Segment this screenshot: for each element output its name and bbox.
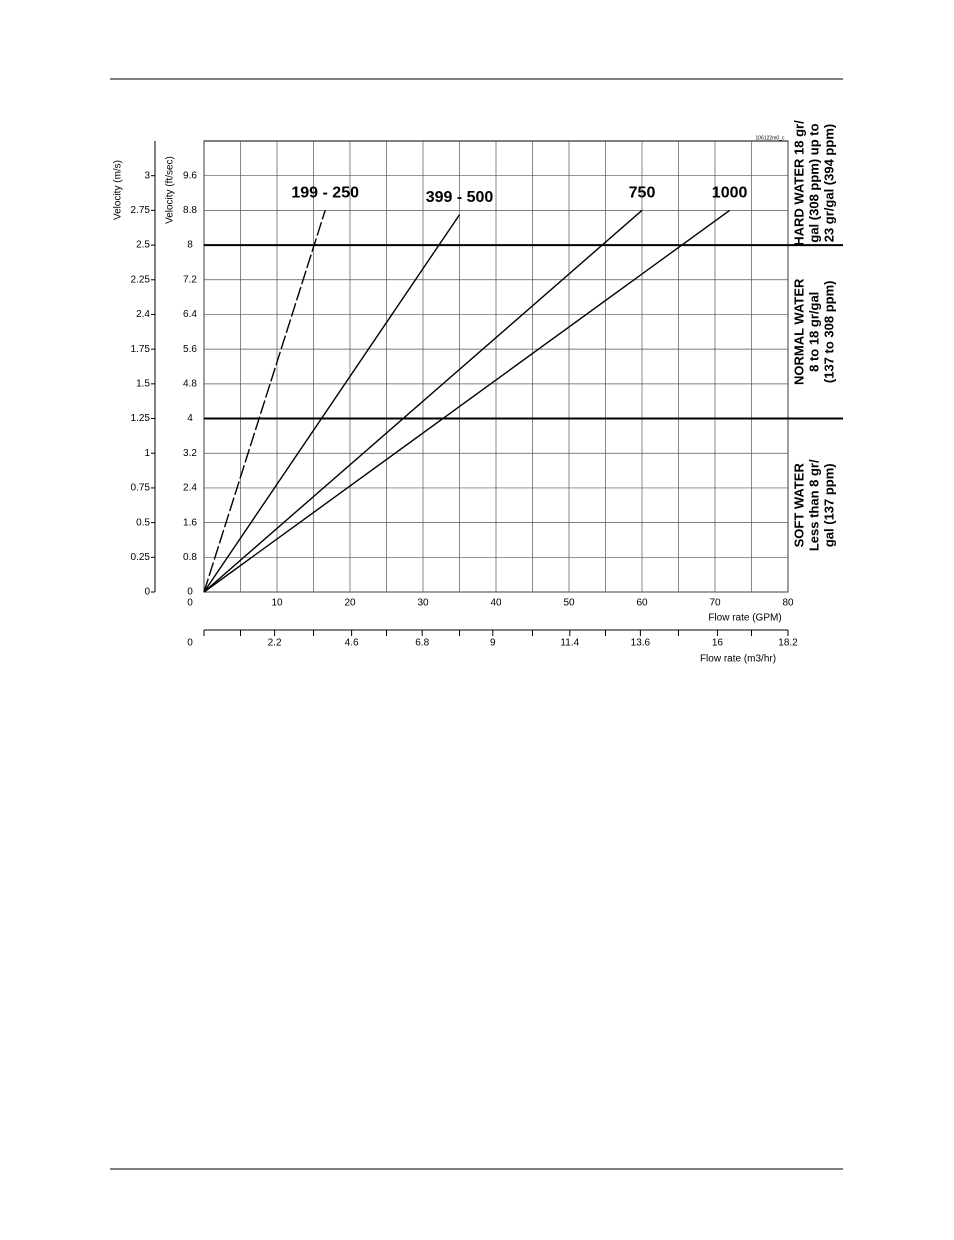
y-tick-label: 0 — [187, 587, 193, 598]
y2-axis-label: Velocity (m/s) — [113, 160, 124, 220]
y2-tick-label: 1.25 — [131, 413, 151, 424]
y2-tick-label: 0.75 — [131, 483, 151, 494]
line — [203, 209, 643, 593]
y-tick-label: 3.2 — [183, 448, 197, 459]
y2-tick-label: 2.75 — [131, 205, 151, 216]
y2-tick-label: 1 — [144, 448, 150, 459]
y2-tick-label: 2.4 — [136, 309, 150, 320]
line — [203, 210, 326, 593]
series-label: 399 - 500 — [426, 189, 494, 206]
y-tick-label: 4 — [187, 413, 193, 424]
zone-label: 23 gr/gal (394 ppm) — [821, 124, 836, 242]
y-tick-label: 5.6 — [183, 344, 197, 355]
y-axis-label: Velocity (ft/sec) — [165, 156, 176, 224]
x2-tick-label: 16 — [712, 638, 724, 649]
zone-label: HARD WATER 18 gr/ — [791, 120, 806, 246]
y2-tick-label: 1.5 — [136, 378, 150, 389]
x2-tick-label: 0 — [187, 638, 193, 649]
x-tick-label: 20 — [344, 598, 356, 609]
y-tick-label: 7.2 — [183, 274, 197, 285]
zone-label: (137 to 308 ppm) — [821, 281, 836, 384]
series-label: 1000 — [712, 185, 748, 202]
x2-axis-label: Flow rate (m3/hr) — [700, 654, 776, 665]
y-tick-label: 0.8 — [183, 552, 197, 563]
x2-tick-label: 6.8 — [415, 638, 429, 649]
x2-tick-label: 4.6 — [345, 638, 359, 649]
x2-tick-label: 18.2 — [778, 638, 798, 649]
zone-label: gal (308 ppm) up to — [806, 123, 821, 242]
y-tick-label: 2.4 — [183, 483, 197, 494]
y2-tick-label: 0 — [144, 587, 150, 598]
x2-tick-label: 2.2 — [268, 638, 282, 649]
y2-tick-label: 0.5 — [136, 517, 150, 528]
x-tick-label: 10 — [271, 598, 283, 609]
y2-tick-label: 3 — [144, 170, 150, 181]
x-tick-label: 30 — [417, 598, 429, 609]
y-tick-label: 6.4 — [183, 309, 197, 320]
y-tick-label: 4.8 — [183, 378, 197, 389]
x-tick-label: 70 — [709, 598, 721, 609]
x-tick-label: 80 — [782, 598, 794, 609]
series-label: 750 — [629, 185, 656, 202]
x2-tick-label: 11.4 — [560, 638, 579, 649]
figure-code: 106122m0_c — [756, 135, 785, 141]
y2-tick-label: 2.25 — [131, 274, 151, 285]
zone-label: 8 to 18 gr/gal — [806, 292, 821, 372]
zone-label: SOFT WATER — [791, 463, 806, 548]
x-tick-label: 60 — [636, 598, 648, 609]
zone-label: gal (137 ppm) — [821, 463, 836, 547]
y-tick-label: 9.6 — [183, 170, 197, 181]
y2-tick-label: 1.75 — [131, 344, 151, 355]
x-tick-label: 50 — [563, 598, 575, 609]
x2-tick-label: 9 — [490, 638, 496, 649]
zone-label: Less than 8 gr/ — [806, 459, 821, 551]
x2-tick-label: 13.6 — [631, 638, 651, 649]
y-tick-label: 8.8 — [183, 205, 197, 216]
line — [203, 214, 461, 593]
y2-tick-label: 2.5 — [136, 240, 150, 251]
series-label: 199 - 250 — [291, 185, 359, 202]
x-tick-label: 0 — [187, 598, 193, 609]
y2-tick-label: 0.25 — [131, 552, 151, 563]
y-tick-label: 1.6 — [183, 517, 197, 528]
line — [203, 209, 731, 593]
x-axis-label: Flow rate (GPM) — [708, 613, 781, 624]
zone-label: NORMAL WATER — [791, 278, 806, 385]
x-tick-label: 40 — [490, 598, 502, 609]
y-tick-label: 8 — [187, 240, 193, 251]
